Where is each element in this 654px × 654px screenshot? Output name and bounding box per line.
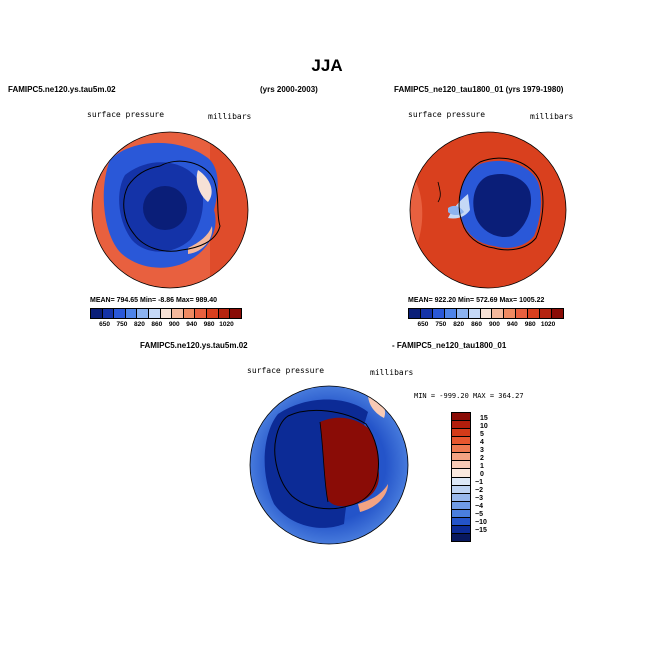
- panel2-colorbar-swatch: [552, 309, 563, 318]
- panel2-colorbar-swatch: [420, 309, 433, 318]
- panel2-colorbar-swatch: [409, 309, 421, 318]
- panel3-colorbar-label: 0: [480, 471, 484, 478]
- panel1-colorbar-swatch: [195, 309, 208, 318]
- panel3-stats: MIN = -999.20 MAX = 364.27: [414, 392, 524, 400]
- panel3-colorbar-swatch: [452, 429, 470, 438]
- panel3-colorbar-swatch: [452, 461, 470, 470]
- panel2-colorbar-swatch: [540, 309, 553, 318]
- panel1-colorbar-swatch: [125, 309, 138, 318]
- panel1-colorbar-tick-label: 650: [99, 321, 110, 328]
- panel2-variable: surface pressure: [408, 110, 486, 119]
- panel1-colorbar-swatch: [218, 309, 231, 318]
- panel3-colorbar-swatch: [452, 517, 470, 526]
- panel3-colorbar-label: −15: [475, 527, 487, 534]
- panel1-colorbar-tick-label: 940: [186, 321, 198, 328]
- panel2-colorbar-tick-label: 750: [435, 321, 447, 328]
- panel3-colorbar-swatch: [452, 477, 470, 486]
- panel3-colorbar-label: −1: [475, 479, 483, 486]
- panel3-case-left: FAMIPC5.ne120.ys.tau5m.02: [140, 341, 248, 350]
- panel1-colorbar-swatch: [91, 309, 103, 318]
- panel1-colorbar-swatch: [102, 309, 115, 318]
- panel2-colorbar-tick-label: 820: [453, 321, 465, 328]
- panel3-case-right: - FAMIPC5_ne120_tau1800_01: [392, 341, 507, 350]
- panel1-colorbar-swatch: [137, 309, 150, 318]
- panel3-colorbar-label: −3: [475, 495, 483, 502]
- panel3-colorbar-swatch: [452, 493, 470, 502]
- panel2-colorbar-tick-label: 900: [489, 321, 500, 328]
- panel1-colorbar-tick-label: 820: [133, 321, 145, 328]
- panel1-colorbar-swatch: [114, 309, 126, 318]
- panel1-variable: surface pressure: [87, 110, 165, 119]
- panel3-colorbar-label: −5: [475, 511, 483, 518]
- panel2-stats: MEAN= 922.20 Min= 572.69 Max= 1005.22: [408, 297, 545, 304]
- panel2-colorbar-swatch: [456, 309, 469, 318]
- panel3-colorbar-labels: 15 10 5 4 3 2 1 0 −1 −2 −3 −4 −5 −10 −15: [475, 412, 505, 540]
- panel3-colorbar-label: 10: [480, 423, 488, 430]
- panel1-colorbar-tick-label: 980: [203, 321, 215, 328]
- panel2-colorbar-swatch: [444, 309, 457, 318]
- panel3-colorbar-label: 3: [480, 447, 484, 454]
- panel1-colorbar-swatch: [149, 309, 161, 318]
- panel1-years: (yrs 2000-2003): [260, 85, 318, 94]
- panel2-colorbar-swatch: [432, 309, 445, 318]
- panel3-colorbar-swatch: [452, 421, 470, 430]
- panel1-colorbar-tick-label: 860: [151, 321, 163, 328]
- panel3-colorbar-label: 5: [480, 431, 484, 438]
- panel2-case-name: FAMIPC5_ne120_tau1800_01 (yrs 1979-1980): [394, 85, 564, 94]
- panel3-colorbar-label: −4: [475, 503, 483, 510]
- panel2-units: millibars: [530, 112, 574, 121]
- panel2-colorbar-swatch: [480, 309, 493, 318]
- panel3-colorbar-swatch: [452, 501, 470, 510]
- panel3-polar-map: [249, 385, 409, 545]
- panel1-units: millibars: [208, 112, 252, 121]
- panel2-colorbar: 650 750 820 860 900 940 980 1020: [408, 308, 564, 328]
- panel1-colorbar-swatch: [172, 309, 184, 318]
- panel3-colorbar-label: 4: [480, 439, 484, 446]
- panel2-colorbar-swatch: [516, 309, 529, 318]
- panel1-stats: MEAN= 794.65 Min= -8.86 Max= 989.40: [90, 297, 218, 304]
- panel1-colorbar-swatch: [183, 309, 196, 318]
- panel3-colorbar-swatch: [452, 485, 470, 494]
- panel2-colorbar-tick-label: 940: [506, 321, 518, 328]
- panel3-variable: surface pressure: [247, 366, 325, 375]
- panel3-colorbar-swatch: [452, 533, 470, 541]
- panel3-colorbar-swatch: [452, 413, 470, 422]
- panel1-colorbar-tick-label: 900: [168, 321, 180, 328]
- panel1-colorbar-tick-label: 750: [116, 321, 128, 328]
- panel2-colorbar-swatch: [492, 309, 505, 318]
- panel1-polar-map: [91, 131, 249, 289]
- panel3-colorbar-swatch: [452, 509, 470, 518]
- panel2-colorbar-tick-label: 980: [524, 321, 536, 328]
- figure-title: JJA: [311, 56, 343, 75]
- panel3-colorbar-swatch: [452, 437, 470, 446]
- panel2-colorbar-swatch: [528, 309, 541, 318]
- panel2-colorbar-swatch: [468, 309, 481, 318]
- panel3-colorbar-swatch: [452, 525, 470, 534]
- panel3-colorbar: [451, 412, 471, 542]
- panel1-colorbar-tick-label: 1020: [219, 321, 234, 328]
- panel1-colorbar: 650 750 820 860 900 940 980 1020: [90, 308, 242, 328]
- panel2-colorbar-tick-label: 1020: [540, 321, 556, 328]
- panel3-colorbar-label: 1: [480, 463, 484, 470]
- panel3-units: millibars: [370, 368, 414, 377]
- panel3-colorbar-label: 2: [480, 455, 484, 462]
- panel3-colorbar-label: 15: [480, 415, 488, 422]
- panel1-case-name: FAMIPC5.ne120.ys.tau5m.02: [8, 85, 116, 94]
- panel2-colorbar-tick-label: 860: [471, 321, 482, 328]
- panel1-colorbar-swatch: [207, 309, 219, 318]
- panel3-colorbar-swatch: [452, 445, 470, 454]
- panel1-colorbar-swatch: [230, 309, 241, 318]
- panel3-colorbar-swatch: [452, 469, 470, 478]
- panel2-colorbar-swatch: [504, 309, 517, 318]
- panel3-colorbar-label: −2: [475, 487, 483, 494]
- panel1-colorbar-swatch: [160, 309, 173, 318]
- panel2-polar-map: [409, 131, 567, 289]
- panel3-colorbar-label: −10: [475, 519, 487, 526]
- panel3-colorbar-swatch: [452, 453, 470, 462]
- panel2-colorbar-tick-label: 650: [417, 321, 429, 328]
